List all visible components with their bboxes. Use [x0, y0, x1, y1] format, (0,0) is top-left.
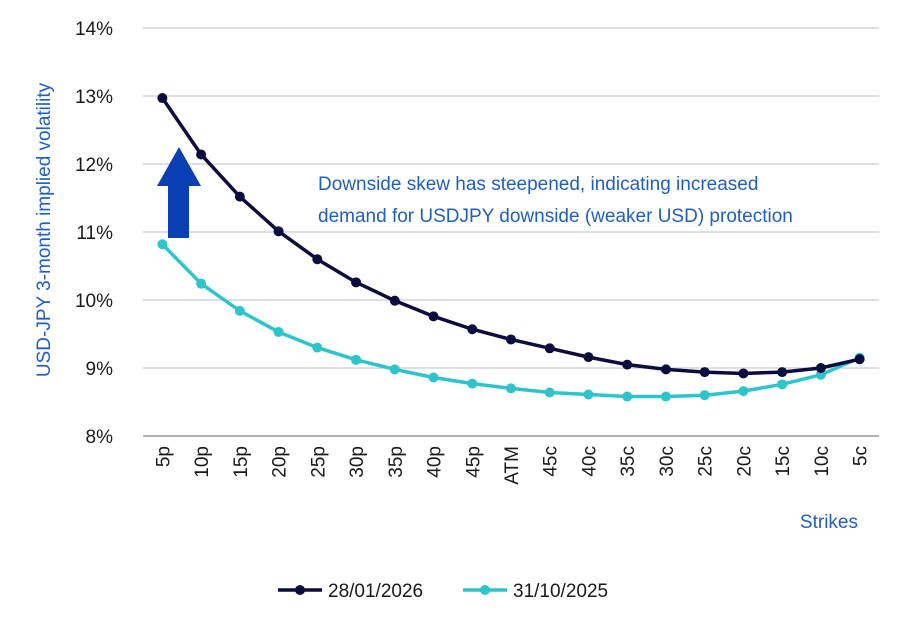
x-tick-label: ATM — [502, 446, 523, 485]
legend: 28/01/2026 31/10/2025 — [278, 581, 608, 602]
legend-label: 28/01/2026 — [328, 581, 423, 602]
series-point — [738, 368, 749, 379]
gridlines — [143, 27, 879, 437]
series-point — [312, 342, 323, 353]
series-point — [777, 379, 788, 390]
x-tick-label: 20p — [270, 446, 291, 478]
series-point — [622, 359, 633, 370]
series-line — [160, 97, 861, 376]
annotation-line-1: Downside skew has steepened, indicating … — [318, 174, 758, 195]
series-point — [157, 239, 168, 250]
x-tick-label: 15p — [231, 446, 252, 478]
series-point — [738, 386, 749, 397]
y-tick-label: 14% — [75, 19, 113, 40]
series-point — [777, 367, 788, 378]
y-tick-label: 9% — [86, 359, 114, 380]
x-tick-label: 20c — [734, 446, 755, 477]
x-tick-label: 30c — [657, 446, 678, 477]
series-point — [467, 378, 478, 389]
series-point — [583, 352, 594, 363]
up-arrow-icon — [157, 147, 201, 238]
series-point — [506, 334, 516, 345]
legend-swatch-marker — [295, 585, 305, 595]
x-tick-label: 40c — [579, 446, 600, 477]
arrow-shape — [157, 147, 201, 238]
y-tick-label: 8% — [86, 427, 114, 448]
series-point — [660, 364, 671, 375]
legend-label: 31/10/2025 — [513, 581, 608, 602]
x-tick-label: 25c — [696, 446, 717, 477]
series-point — [389, 364, 400, 375]
x-tick-label: 35c — [618, 446, 639, 477]
y-axis-label: USD-JPY 3-month implied volatility — [34, 82, 55, 377]
series-point — [312, 254, 323, 265]
series-point — [467, 324, 478, 335]
x-tick-label: 15c — [773, 446, 794, 477]
series-point — [622, 391, 633, 402]
series-point — [428, 311, 439, 322]
series-point — [273, 326, 284, 337]
series-point — [196, 149, 207, 160]
x-tick-label: 5p — [153, 446, 174, 467]
y-tick-label: 12% — [75, 155, 113, 176]
y-tick-label: 10% — [75, 291, 113, 312]
x-tick-label: 30p — [347, 446, 368, 478]
series-point — [351, 277, 362, 288]
x-tick-label: 25p — [308, 446, 329, 478]
x-tick-label: 40p — [425, 446, 446, 478]
series-point — [234, 305, 245, 316]
series-point — [196, 278, 207, 289]
series-point — [815, 363, 826, 373]
legend-swatch-marker — [480, 585, 490, 595]
series-point — [351, 354, 362, 365]
x-tick-label: 45c — [541, 446, 562, 477]
series-point — [583, 389, 594, 400]
series-point — [389, 295, 400, 306]
series-point — [699, 367, 710, 378]
x-tick-label: 5c — [851, 446, 872, 466]
x-tick-label: 45p — [463, 446, 484, 478]
series-point — [157, 93, 168, 104]
y-tick-label: 13% — [75, 87, 113, 108]
series-point — [660, 391, 671, 402]
series-group — [157, 93, 865, 402]
annotation-line-2: demand for USDJPY downside (weaker USD) … — [318, 206, 793, 227]
series-point — [544, 343, 555, 354]
x-axis-label: Strikes — [800, 512, 858, 533]
series-point — [273, 226, 284, 237]
y-tick-label: 11% — [76, 223, 113, 244]
series-point — [234, 191, 245, 202]
y-axis-ticks: 8% 9% 10% 11% 12% 13% 14% — [75, 19, 113, 448]
x-tick-label: 35p — [386, 446, 407, 478]
x-tick-label: 10p — [192, 446, 213, 478]
series-point — [544, 387, 555, 398]
x-tick-label: 10c — [812, 446, 833, 477]
series-point — [699, 390, 710, 401]
series-point — [506, 383, 516, 394]
series-point — [428, 372, 439, 383]
series-point — [854, 354, 865, 365]
x-axis-ticks: 5p 10p 15p 20p 25p 30p 35p 40p 45p ATM 45c 40c 35c 30… — [153, 446, 871, 485]
